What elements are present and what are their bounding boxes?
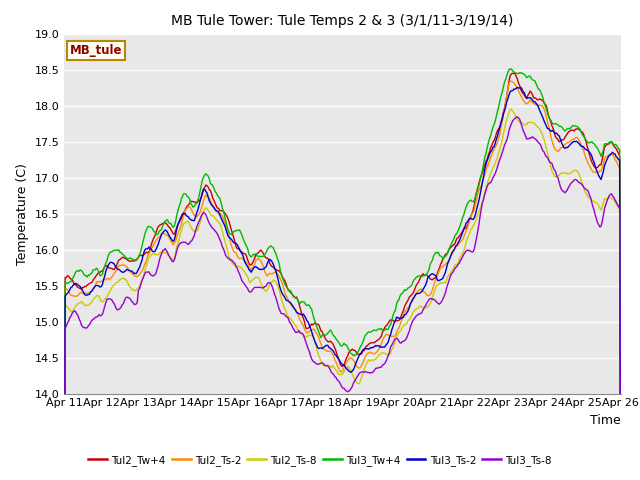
- Tul2_Tw+4: [399, 310, 406, 316]
- Tul3_Ts-8: [372, 366, 380, 372]
- Tul2_Ts-8: [372, 357, 380, 362]
- Line: Tul2_Ts-8: Tul2_Ts-8: [64, 109, 621, 480]
- Tul2_Tw+4: [469, 207, 477, 213]
- Tul2_Ts-2: [567, 138, 575, 144]
- Tul3_Ts-8: [513, 114, 521, 120]
- Tul3_Tw+4: [295, 300, 303, 305]
- Tul3_Ts-8: [469, 249, 477, 254]
- Tul3_Tw+4: [399, 290, 406, 296]
- Tul3_Tw+4: [234, 228, 241, 234]
- Tul2_Ts-2: [295, 314, 303, 320]
- Tul2_Ts-2: [469, 209, 477, 215]
- Tul3_Tw+4: [469, 199, 477, 204]
- Tul3_Ts-2: [399, 314, 406, 320]
- Y-axis label: Temperature (C): Temperature (C): [16, 163, 29, 264]
- Tul3_Ts-2: [295, 311, 303, 316]
- Tul3_Tw+4: [372, 328, 380, 334]
- Tul2_Ts-8: [399, 324, 406, 330]
- Tul2_Ts-2: [399, 316, 406, 322]
- Tul3_Ts-8: [295, 328, 303, 334]
- Text: MB_tule: MB_tule: [70, 44, 122, 58]
- Tul3_Ts-2: [234, 242, 241, 248]
- Tul3_Ts-2: [469, 216, 477, 222]
- Tul3_Ts-2: [372, 343, 380, 348]
- Tul2_Ts-2: [506, 78, 514, 84]
- Tul2_Ts-2: [372, 350, 380, 356]
- Line: Tul2_Ts-2: Tul2_Ts-2: [64, 81, 621, 480]
- Tul2_Ts-2: [234, 253, 241, 259]
- Tul3_Ts-2: [567, 141, 575, 147]
- Tul2_Tw+4: [567, 128, 575, 133]
- Line: Tul3_Tw+4: Tul3_Tw+4: [64, 69, 621, 480]
- Tul2_Tw+4: [295, 300, 303, 306]
- Tul3_Ts-2: [517, 84, 525, 90]
- Tul2_Ts-8: [234, 264, 241, 269]
- Tul3_Ts-8: [567, 180, 575, 186]
- Tul2_Ts-8: [506, 106, 514, 112]
- X-axis label: Time: Time: [590, 414, 621, 427]
- Line: Tul3_Ts-8: Tul3_Ts-8: [64, 117, 621, 480]
- Title: MB Tule Tower: Tule Temps 2 & 3 (3/1/11-3/19/14): MB Tule Tower: Tule Temps 2 & 3 (3/1/11-…: [172, 14, 513, 28]
- Tul3_Ts-8: [399, 339, 406, 345]
- Tul2_Ts-8: [469, 222, 477, 228]
- Tul2_Ts-8: [567, 170, 575, 176]
- Tul3_Tw+4: [567, 125, 575, 131]
- Tul2_Tw+4: [509, 71, 516, 76]
- Line: Tul3_Ts-2: Tul3_Ts-2: [64, 87, 621, 480]
- Tul2_Ts-8: [295, 328, 303, 334]
- Tul3_Ts-8: [234, 265, 241, 271]
- Legend: Tul2_Tw+4, Tul2_Ts-2, Tul2_Ts-8, Tul3_Tw+4, Tul3_Ts-2, Tul3_Ts-8: Tul2_Tw+4, Tul2_Ts-2, Tul2_Ts-8, Tul3_Tw…: [84, 451, 556, 470]
- Tul2_Tw+4: [372, 339, 380, 345]
- Tul3_Tw+4: [508, 66, 515, 72]
- Line: Tul2_Tw+4: Tul2_Tw+4: [64, 73, 621, 480]
- Tul2_Tw+4: [234, 246, 241, 252]
